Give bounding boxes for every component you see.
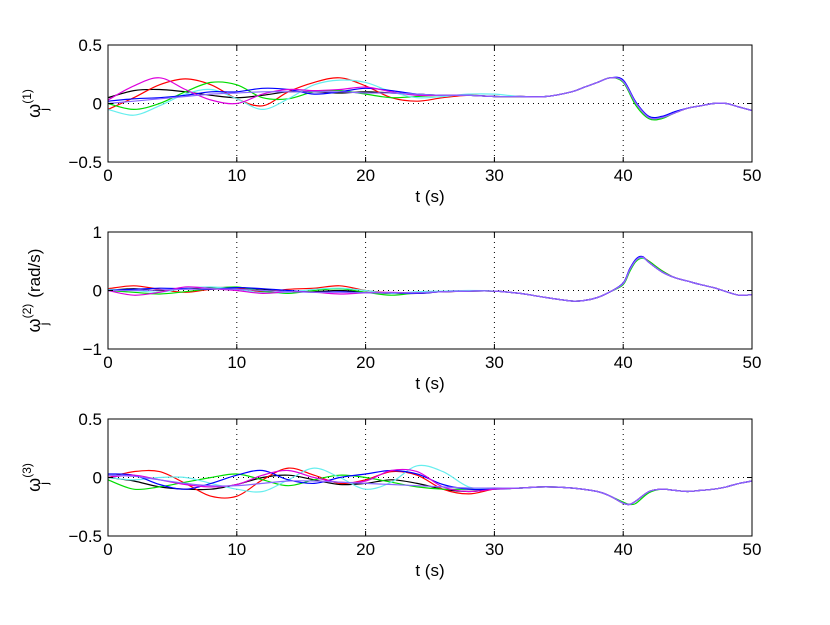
x-tick-label: 40 (614, 353, 633, 372)
x-tick-label: 40 (614, 166, 633, 185)
x-axis-label: t (s) (415, 561, 444, 580)
y-axis-spacer (29, 302, 43, 305)
y-axis-label: ω(1)j (20, 89, 51, 118)
x-tick-label: 30 (485, 166, 504, 185)
plot-area (108, 232, 752, 349)
x-tick-label: 20 (356, 166, 375, 185)
series-line-purple (107, 77, 753, 120)
y-axis-symbol: ω (24, 478, 44, 492)
x-tick-label: 20 (356, 353, 375, 372)
y-tick-label: 0.5 (78, 36, 102, 55)
x-tick-label: 50 (743, 540, 762, 559)
ticks: 0 10 20 30 40 50−101 (83, 223, 762, 372)
x-tick-label: 20 (356, 540, 375, 559)
plot-area (108, 45, 752, 162)
ticks: 0 10 20 30 40 50−0.500.5 (68, 410, 761, 559)
series-line-purple (107, 256, 753, 302)
y-axis-superscript: (1) (20, 89, 34, 104)
y-tick-label: 0.5 (78, 410, 102, 429)
y-tick-label: 0 (93, 282, 102, 301)
series-line-purple (107, 474, 753, 506)
ticks: 0 10 20 30 40 50−0.500.5 (68, 36, 761, 185)
x-tick-label: 10 (227, 166, 246, 185)
x-tick-label: 0 (103, 166, 112, 185)
x-axis-label: t (s) (415, 374, 444, 393)
x-tick-label: 30 (485, 353, 504, 372)
x-tick-label: 30 (485, 540, 504, 559)
y-tick-label: 0 (93, 95, 102, 114)
y-tick-label: −0.5 (68, 153, 102, 172)
y-axis-subscript: j (37, 323, 51, 327)
y-axis-label: ω(2)j (rad/s) (20, 249, 51, 333)
x-tick-label: 10 (227, 353, 246, 372)
series-lines (107, 464, 753, 506)
series-lines (107, 255, 753, 302)
x-tick-label: 10 (227, 540, 246, 559)
y-axis-unit: (rad/s) (25, 249, 44, 298)
x-tick-label: 40 (614, 540, 633, 559)
y-axis-label: ω(3)j (20, 463, 51, 492)
x-tick-label: 0 (103, 540, 112, 559)
y-axis-subscript: j (37, 482, 51, 486)
y-axis-superscript: (2) (20, 304, 34, 319)
plot-area (108, 419, 752, 536)
y-tick-label: 0 (93, 469, 102, 488)
y-axis-symbol: ω (24, 104, 44, 118)
x-axis-label: t (s) (415, 187, 444, 206)
y-axis-symbol: ω (24, 318, 44, 332)
x-tick-label: 0 (103, 353, 112, 372)
y-tick-label: 1 (93, 223, 102, 242)
subplot-3: 0 10 20 30 40 50−0.500.5t (s)ω(3)j (20, 410, 761, 580)
y-axis-subscript: j (37, 108, 51, 112)
x-tick-label: 50 (743, 353, 762, 372)
y-tick-label: −1 (83, 340, 102, 359)
y-tick-label: −0.5 (68, 527, 102, 546)
subplots: 0 10 20 30 40 50−0.500.5t (s)ω(1)j 0 10 20 30 40 5… (20, 36, 761, 580)
subplot-1: 0 10 20 30 40 50−0.500.5t (s)ω(1)j (20, 36, 761, 206)
series-lines (107, 76, 753, 121)
x-tick-label: 50 (743, 166, 762, 185)
y-axis-superscript: (3) (20, 463, 34, 478)
